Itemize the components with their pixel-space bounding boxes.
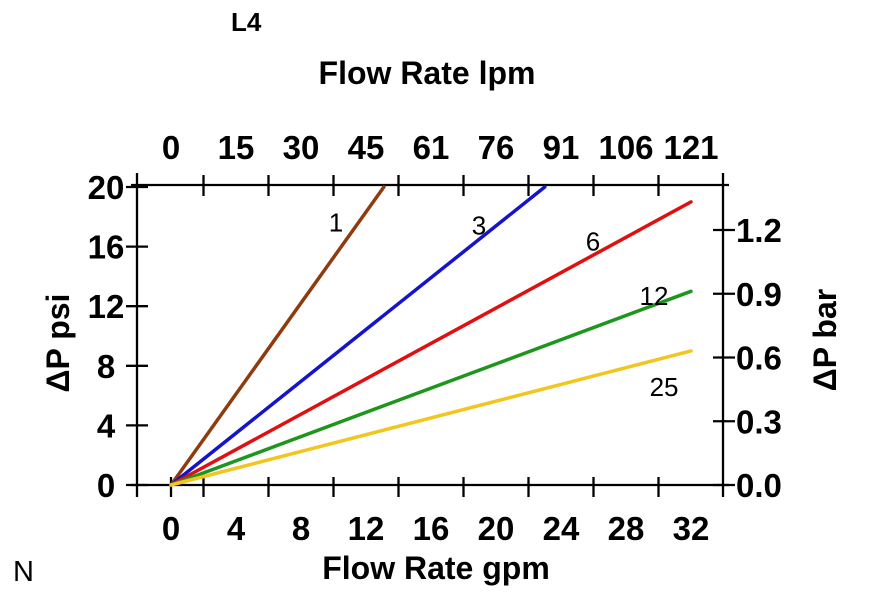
bottom-tick-label: 16 [413,510,450,547]
series-line-1 [169,185,386,487]
top-tick-label: 121 [663,129,718,166]
right-axis-title: ΔP bar [807,288,843,392]
right-tick-label: 0.6 [736,340,782,377]
top-tick-label: 76 [478,129,515,166]
top-tick-label: 61 [413,129,450,166]
series-label-25: 25 [650,372,679,402]
bottom-axis-title: Flow Rate gpm [322,550,550,586]
top-tick-label: 106 [598,129,653,166]
bottom-tick-label: 24 [543,510,580,547]
top-tick-label: 30 [283,129,320,166]
series-line-6 [169,200,693,487]
series-line-3 [169,185,547,487]
left-tick-label: 12 [88,288,125,325]
right-tick-label: 0.3 [736,403,782,440]
left-tick-label: 4 [97,407,116,444]
series-label-6: 6 [586,227,600,257]
left-tick-label: 8 [97,348,115,385]
bottom-tick-label: 32 [673,510,710,547]
top-tick-label: 0 [162,129,180,166]
bottom-tick-label: 0 [162,510,180,547]
series-lines [169,185,693,487]
series-line-25 [169,349,693,487]
left-axis-title: ΔP psi [40,293,76,393]
top-tick-label: 91 [543,129,580,166]
series-label-1: 1 [329,207,343,237]
left-tick-label: 16 [88,229,125,266]
left-tick-label: 20 [88,169,125,206]
right-tick-label: 1.2 [736,212,782,249]
top-tick-label: 15 [218,129,255,166]
axis-frame [131,173,729,497]
series-label-12: 12 [639,281,668,311]
tick-labels: 0 4 8 12 16 20 24 28 320 15 30 45 61 76 91 106 121048121… [88,129,782,547]
right-tick-label: 0.0 [736,467,782,504]
bottom-tick-label: 4 [227,510,246,547]
top-tick-label: 45 [348,129,385,166]
axis-ticks [126,175,735,497]
chart-title: L4 [231,7,262,37]
right-tick-label: 0.9 [736,276,782,313]
bottom-tick-label: 8 [292,510,310,547]
series-line-12 [169,289,693,487]
left-tick-label: 0 [97,467,115,504]
top-axis-title: Flow Rate lpm [318,55,536,91]
corner-note: N [13,556,34,588]
bottom-tick-label: 12 [348,510,385,547]
bottom-tick-label: 28 [608,510,645,547]
series-labels: 1 3 6 12 25 [329,207,679,402]
bottom-tick-label: 20 [478,510,515,547]
series-label-3: 3 [472,210,486,240]
